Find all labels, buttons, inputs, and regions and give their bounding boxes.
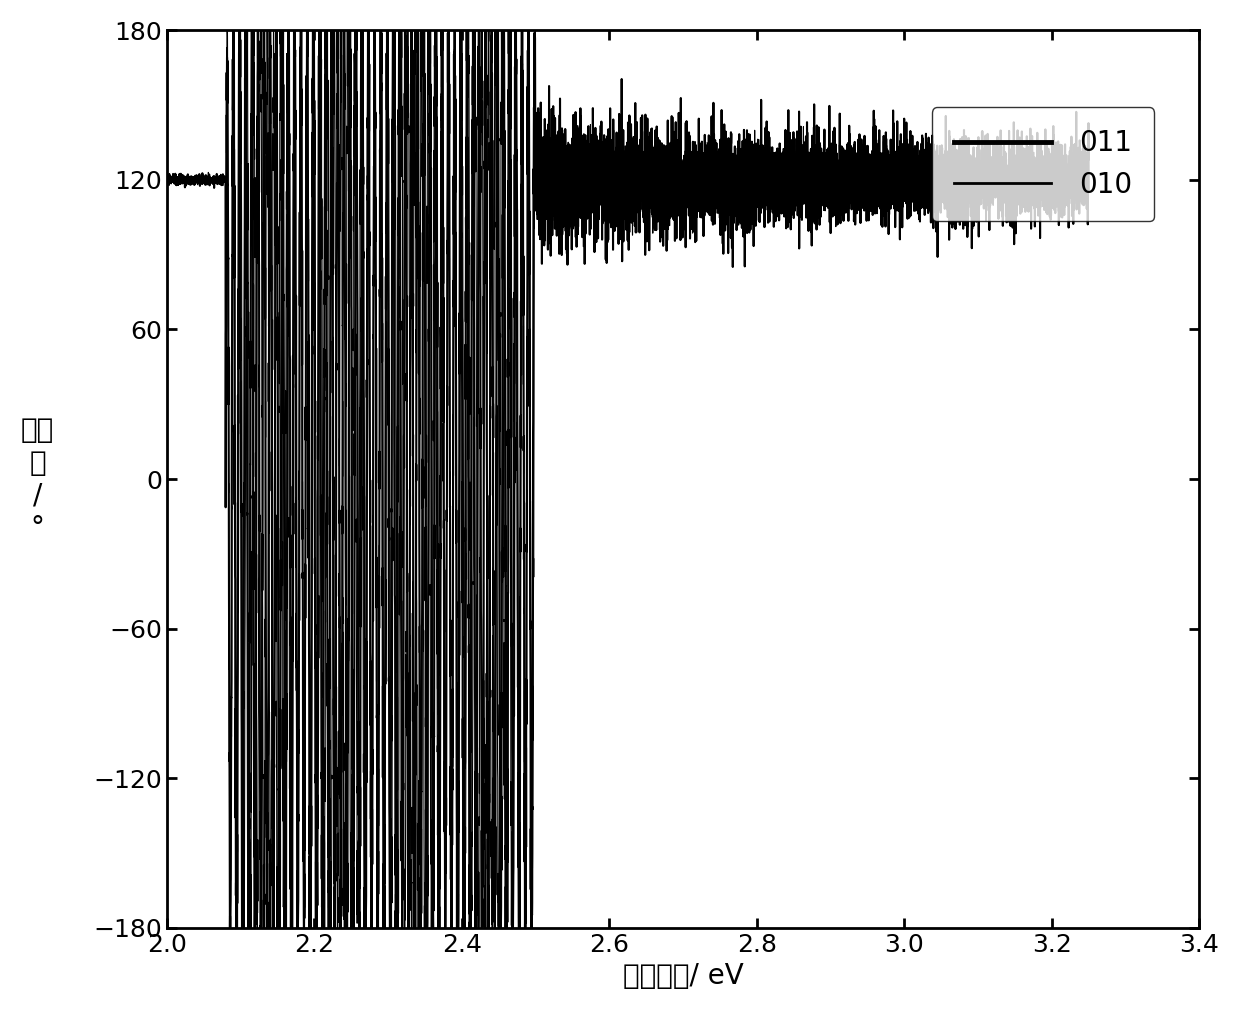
010 (843, 186, 858, 198)
X-axis label: 光子能量/ eV: 光子能量/ eV (622, 962, 743, 990)
011 (494, 917, 508, 929)
010 (206, 171, 221, 183)
010 (223, 922, 238, 934)
Line: 011: 011 (166, 30, 1089, 928)
011 (226, 24, 241, 36)
011 (222, 922, 237, 934)
010 (159, 173, 174, 185)
010 (745, 186, 760, 198)
011 (1081, 154, 1096, 166)
011 (843, 142, 858, 154)
011 (706, 188, 720, 200)
010 (219, 24, 234, 36)
011 (892, 196, 906, 208)
011 (745, 158, 760, 170)
Y-axis label: 相位
角
/
°: 相位 角 / ° (21, 417, 55, 542)
011 (206, 173, 221, 185)
Line: 010: 010 (166, 30, 1089, 928)
010 (494, 332, 508, 344)
011 (159, 171, 174, 183)
010 (892, 174, 906, 186)
010 (1081, 165, 1096, 177)
Legend: 011, 010: 011, 010 (931, 107, 1154, 221)
010 (706, 159, 720, 171)
